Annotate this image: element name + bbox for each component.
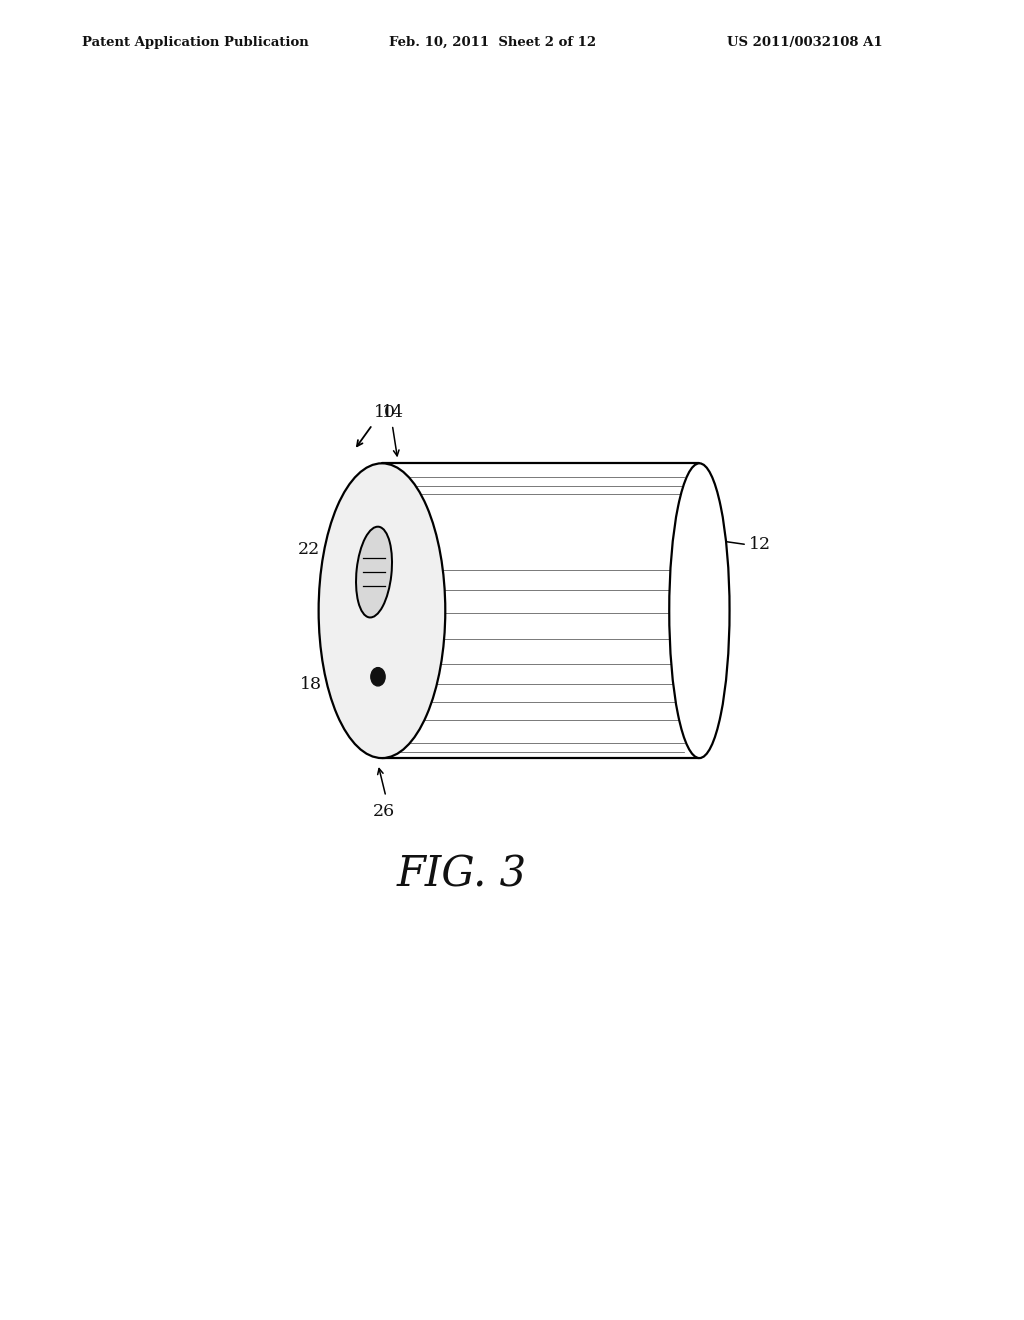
- Circle shape: [371, 668, 385, 686]
- Text: US 2011/0032108 A1: US 2011/0032108 A1: [727, 36, 883, 49]
- Text: FIG. 3: FIG. 3: [396, 854, 526, 896]
- Polygon shape: [382, 463, 699, 758]
- Text: Patent Application Publication: Patent Application Publication: [82, 36, 308, 49]
- Ellipse shape: [356, 527, 392, 618]
- Text: 10: 10: [374, 404, 396, 421]
- Ellipse shape: [318, 463, 445, 758]
- Text: 18: 18: [300, 676, 323, 693]
- Text: 14: 14: [382, 404, 403, 421]
- Text: 26: 26: [374, 803, 395, 820]
- Text: Feb. 10, 2011  Sheet 2 of 12: Feb. 10, 2011 Sheet 2 of 12: [389, 36, 596, 49]
- Ellipse shape: [670, 463, 729, 758]
- Text: 12: 12: [750, 536, 771, 553]
- Text: 22: 22: [298, 541, 321, 558]
